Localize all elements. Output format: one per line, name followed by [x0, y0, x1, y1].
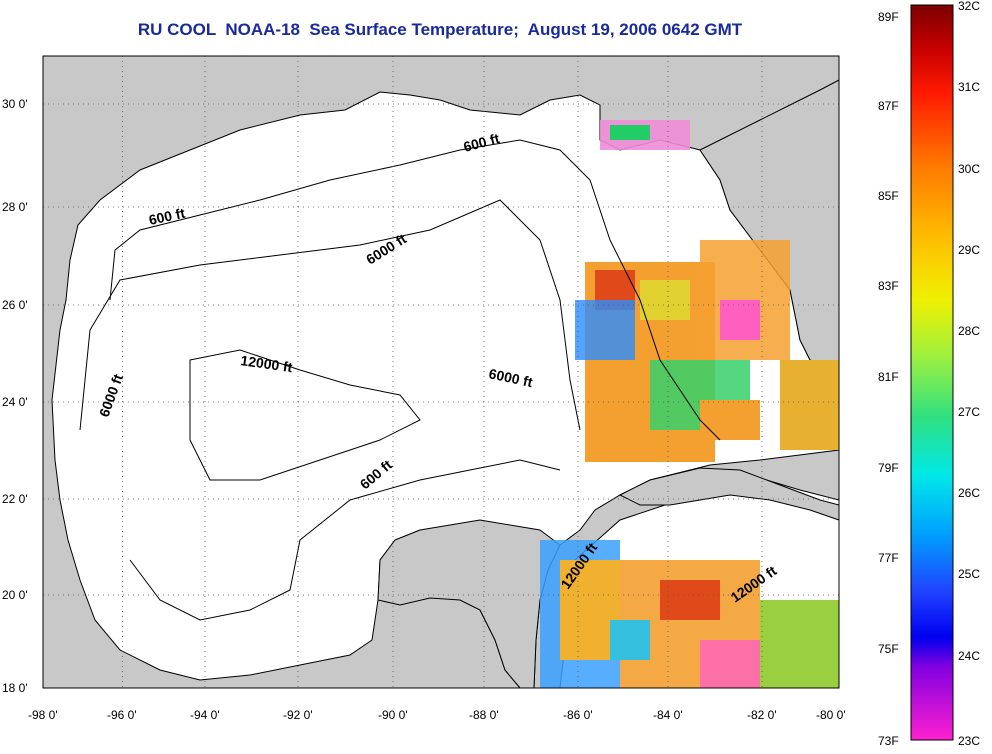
- lat-tick-label: 22 0': [2, 492, 28, 506]
- lon-tick-label: -96 0': [107, 708, 137, 722]
- lon-tick-label: -82 0': [747, 708, 777, 722]
- contour-south: [129, 459, 561, 621]
- contour-12000ft: [189, 349, 421, 481]
- contour-label: 600 ft: [147, 205, 186, 228]
- contour-600ft: [109, 139, 721, 441]
- map-frame: [42, 55, 840, 689]
- lon-tick-label: -90 0': [378, 708, 408, 722]
- lon-tick-label: -98 0': [28, 708, 58, 722]
- lat-tick-labels: 30 0' 28 0' 26 0' 24 0' 22 0' 20 0' 18 0…: [2, 97, 28, 695]
- contour-label: 12000 ft: [240, 352, 294, 375]
- lon-tick-label: -80 0': [816, 708, 846, 722]
- sst-patches: [540, 120, 839, 688]
- graticule: [43, 56, 839, 688]
- lat-tick-label: 18 0': [2, 681, 28, 695]
- lat-tick-label: 28 0': [2, 200, 28, 214]
- lon-tick-label: -88 0': [469, 708, 499, 722]
- lon-tick-label: -84 0': [653, 708, 683, 722]
- lat-tick-label: 20 0': [2, 588, 28, 602]
- lat-tick-label: 30 0': [2, 97, 28, 111]
- map-title: RU COOL NOAA-18 Sea Surface Temperature;…: [137, 20, 743, 39]
- bathymetry-contours: [79, 139, 721, 621]
- lat-tick-label: 26 0': [2, 298, 28, 312]
- lon-tick-label: -86 0': [563, 708, 593, 722]
- lon-tick-label: -92 0': [283, 708, 313, 722]
- lon-tick-label: -94 0': [190, 708, 220, 722]
- contour-6000ft: [79, 199, 581, 431]
- lon-tick-labels: -98 0' -96 0' -94 0' -92 0' -90 0' -88 0…: [28, 708, 846, 722]
- lat-tick-label: 24 0': [2, 395, 28, 409]
